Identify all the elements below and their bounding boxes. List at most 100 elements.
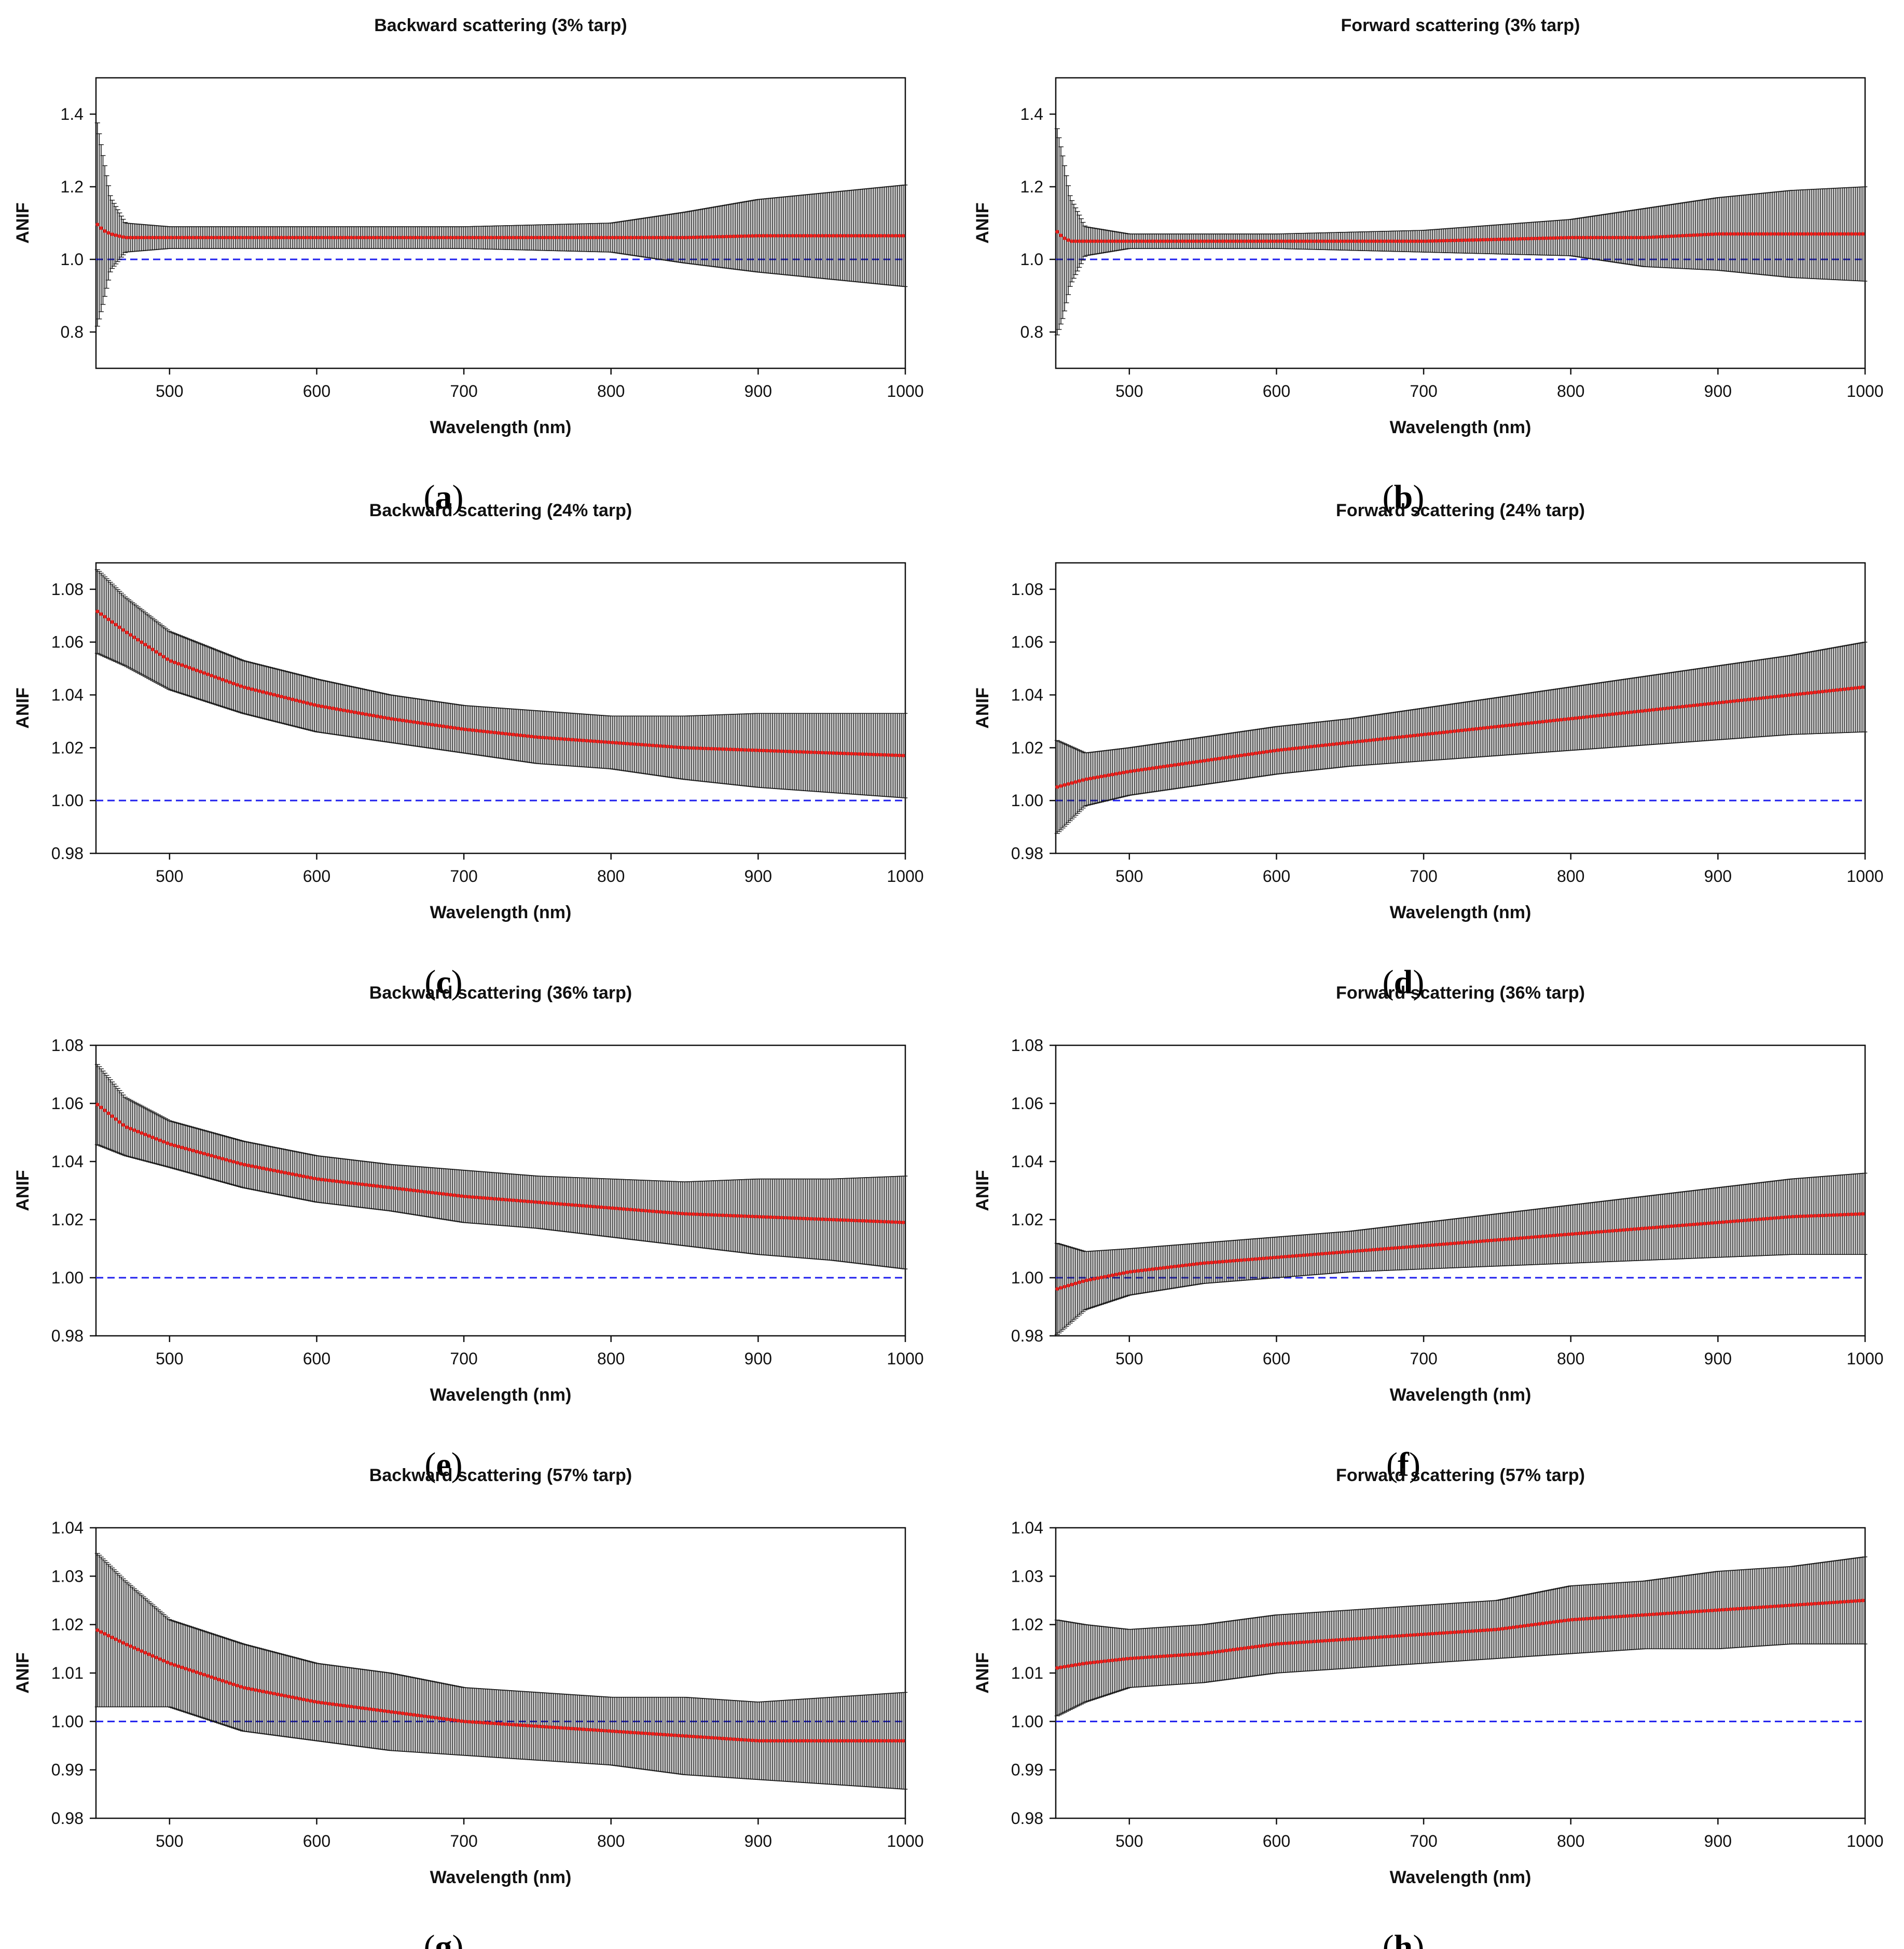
data-point xyxy=(117,625,121,629)
data-point xyxy=(309,702,313,706)
data-point xyxy=(448,236,453,240)
data-point xyxy=(1706,232,1710,237)
data-point xyxy=(820,233,824,238)
data-point xyxy=(1254,239,1258,243)
data-point xyxy=(1599,236,1604,240)
data-point xyxy=(1320,239,1324,243)
data-point xyxy=(275,694,280,698)
data-point xyxy=(655,743,659,748)
data-point xyxy=(747,748,751,752)
data-point xyxy=(846,233,850,238)
data-point xyxy=(537,735,541,739)
data-point xyxy=(217,236,221,240)
data-point xyxy=(147,645,151,649)
data-point xyxy=(1291,239,1295,243)
data-point xyxy=(817,751,821,755)
data-point xyxy=(768,749,773,753)
x-tick-label: 900 xyxy=(744,867,772,886)
data-point xyxy=(677,236,681,240)
data-point xyxy=(893,753,898,757)
data-point xyxy=(1221,239,1225,243)
data-point xyxy=(335,707,339,711)
data-point xyxy=(165,236,170,240)
data-point xyxy=(1699,233,1703,237)
caption-letter: b xyxy=(1394,478,1413,516)
data-point xyxy=(150,647,155,652)
data-point xyxy=(596,236,600,240)
data-point xyxy=(496,236,501,240)
data-point xyxy=(474,236,478,240)
data-point xyxy=(1066,238,1070,242)
data-point xyxy=(776,233,780,238)
data-point xyxy=(1243,239,1247,243)
data-point xyxy=(272,236,276,240)
data-point xyxy=(1500,237,1505,241)
data-point xyxy=(1508,237,1512,241)
data-point xyxy=(416,721,420,725)
data-point xyxy=(882,753,887,757)
data-point xyxy=(721,747,725,751)
plot-frame xyxy=(95,562,906,854)
x-tick-label: 1000 xyxy=(1846,382,1883,400)
data-point xyxy=(827,233,832,238)
data-point xyxy=(184,664,188,669)
data-point xyxy=(743,748,747,752)
data-point xyxy=(846,752,850,756)
data-point xyxy=(291,697,295,701)
data-point xyxy=(872,233,876,238)
data-point xyxy=(1427,239,1431,243)
data-point xyxy=(1276,239,1280,243)
data-point xyxy=(1092,239,1096,243)
data-point xyxy=(1497,237,1501,242)
data-point xyxy=(1570,236,1575,240)
y-tick-label: 1.06 xyxy=(51,633,84,652)
x-tick-label: 700 xyxy=(450,382,477,400)
data-point xyxy=(202,671,206,675)
data-point xyxy=(511,236,515,240)
data-point xyxy=(205,236,210,240)
data-point xyxy=(1390,239,1394,243)
data-point xyxy=(879,753,883,757)
data-point xyxy=(150,236,155,240)
data-point xyxy=(551,736,556,740)
data-point xyxy=(1117,239,1122,243)
data-point xyxy=(1206,239,1210,243)
data-point xyxy=(1471,238,1475,242)
data-point xyxy=(1666,234,1670,239)
data-point xyxy=(643,743,647,747)
data-point xyxy=(1084,239,1089,243)
data-point xyxy=(548,236,552,240)
data-point xyxy=(544,236,548,240)
data-point xyxy=(1680,233,1685,238)
data-point xyxy=(1327,239,1332,243)
data-point xyxy=(574,236,578,240)
data-point xyxy=(666,744,670,749)
data-point xyxy=(169,659,173,663)
data-point xyxy=(772,749,777,753)
data-point xyxy=(794,750,798,754)
data-point xyxy=(1453,238,1457,243)
data-point xyxy=(504,731,508,736)
data-point xyxy=(853,233,858,238)
data-point xyxy=(485,236,490,240)
data-point xyxy=(666,236,670,240)
data-point xyxy=(390,717,394,721)
data-point xyxy=(154,236,158,240)
data-point xyxy=(599,236,603,240)
data-point xyxy=(176,236,181,240)
data-point xyxy=(739,748,743,752)
data-point xyxy=(802,233,806,238)
data-point xyxy=(555,737,559,741)
y-tick-label: 0.8 xyxy=(61,323,84,341)
data-point xyxy=(1419,239,1424,243)
data-point xyxy=(629,236,633,240)
data-point xyxy=(699,746,703,751)
data-point xyxy=(103,229,107,233)
data-point xyxy=(1636,236,1640,240)
data-point xyxy=(437,724,441,728)
data-point xyxy=(1107,239,1111,243)
data-point xyxy=(702,235,707,239)
data-point xyxy=(316,236,320,240)
data-point xyxy=(231,682,236,686)
x-tick-label: 900 xyxy=(744,382,772,400)
